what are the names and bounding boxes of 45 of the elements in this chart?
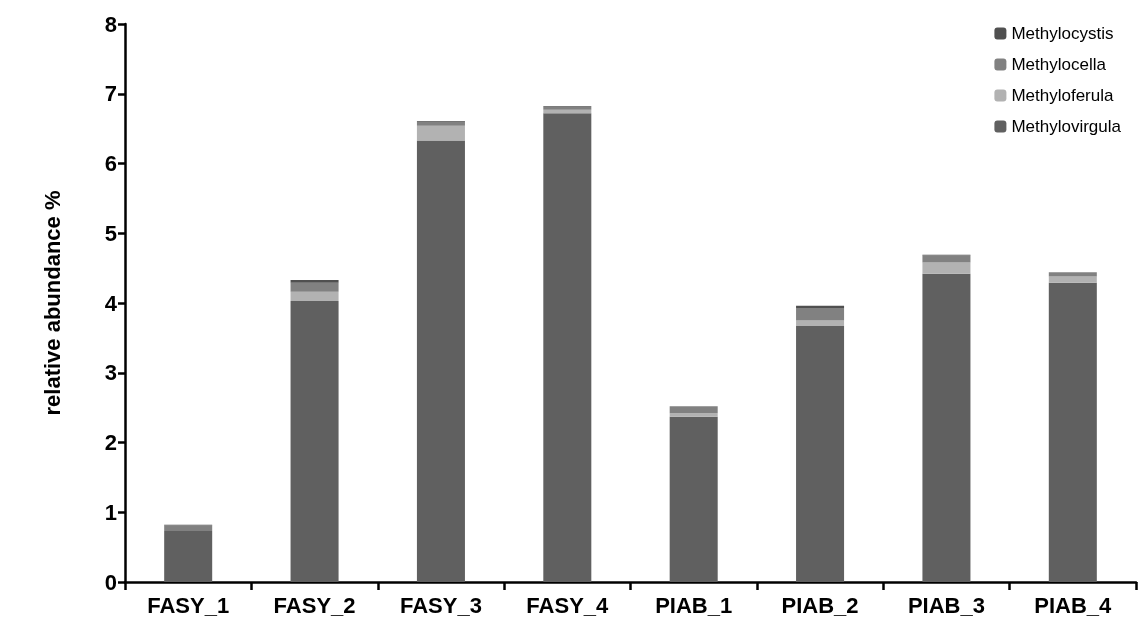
bar bbox=[290, 300, 339, 582]
bar bbox=[290, 279, 339, 283]
x-tick-label: FASY_2 bbox=[273, 592, 356, 618]
y-tick-label: 0 bbox=[104, 569, 117, 595]
x-tick-label: PIAB_2 bbox=[781, 592, 859, 618]
y-tick-label: 7 bbox=[104, 81, 117, 107]
y-tick-label: 8 bbox=[104, 11, 117, 37]
x-tick-label: FASY_4 bbox=[526, 592, 610, 618]
bar bbox=[922, 273, 971, 582]
bar bbox=[1048, 282, 1097, 582]
bar bbox=[1048, 276, 1097, 283]
bar bbox=[796, 307, 845, 321]
legend-label: Methylovirgula bbox=[1011, 117, 1122, 136]
legend-label: Methylocella bbox=[1011, 55, 1107, 74]
bar bbox=[1048, 272, 1097, 277]
x-tick-label: PIAB_3 bbox=[907, 592, 985, 618]
x-tick-label: FASY_1 bbox=[147, 592, 230, 618]
bar bbox=[796, 305, 845, 308]
bar bbox=[290, 291, 339, 301]
bar bbox=[416, 140, 465, 582]
x-tick-label: FASY_3 bbox=[399, 592, 482, 618]
bar bbox=[922, 255, 971, 263]
y-tick-label: 4 bbox=[104, 290, 118, 316]
y-tick-label: 6 bbox=[104, 151, 117, 176]
bar bbox=[669, 416, 718, 582]
bar bbox=[416, 125, 465, 141]
bar bbox=[796, 326, 845, 582]
bar bbox=[543, 113, 592, 582]
y-axis-title: relative abundance % bbox=[39, 190, 65, 416]
bar bbox=[922, 262, 971, 274]
bar bbox=[669, 406, 718, 414]
y-tick-label: 3 bbox=[104, 360, 117, 386]
bar bbox=[290, 282, 339, 292]
y-tick-label: 2 bbox=[104, 430, 117, 455]
y-tick-label: 1 bbox=[104, 499, 117, 525]
bar bbox=[796, 320, 845, 327]
y-tick-label: 5 bbox=[104, 220, 117, 246]
x-tick-label: PIAB_4 bbox=[1034, 592, 1113, 618]
bar bbox=[416, 121, 465, 126]
bar bbox=[669, 413, 718, 417]
bar bbox=[164, 531, 213, 582]
x-tick-label: PIAB_1 bbox=[655, 592, 733, 618]
legend-label: Methyloferula bbox=[1011, 86, 1114, 105]
bar bbox=[164, 525, 213, 532]
legend-label: Methylocystis bbox=[1011, 24, 1114, 43]
